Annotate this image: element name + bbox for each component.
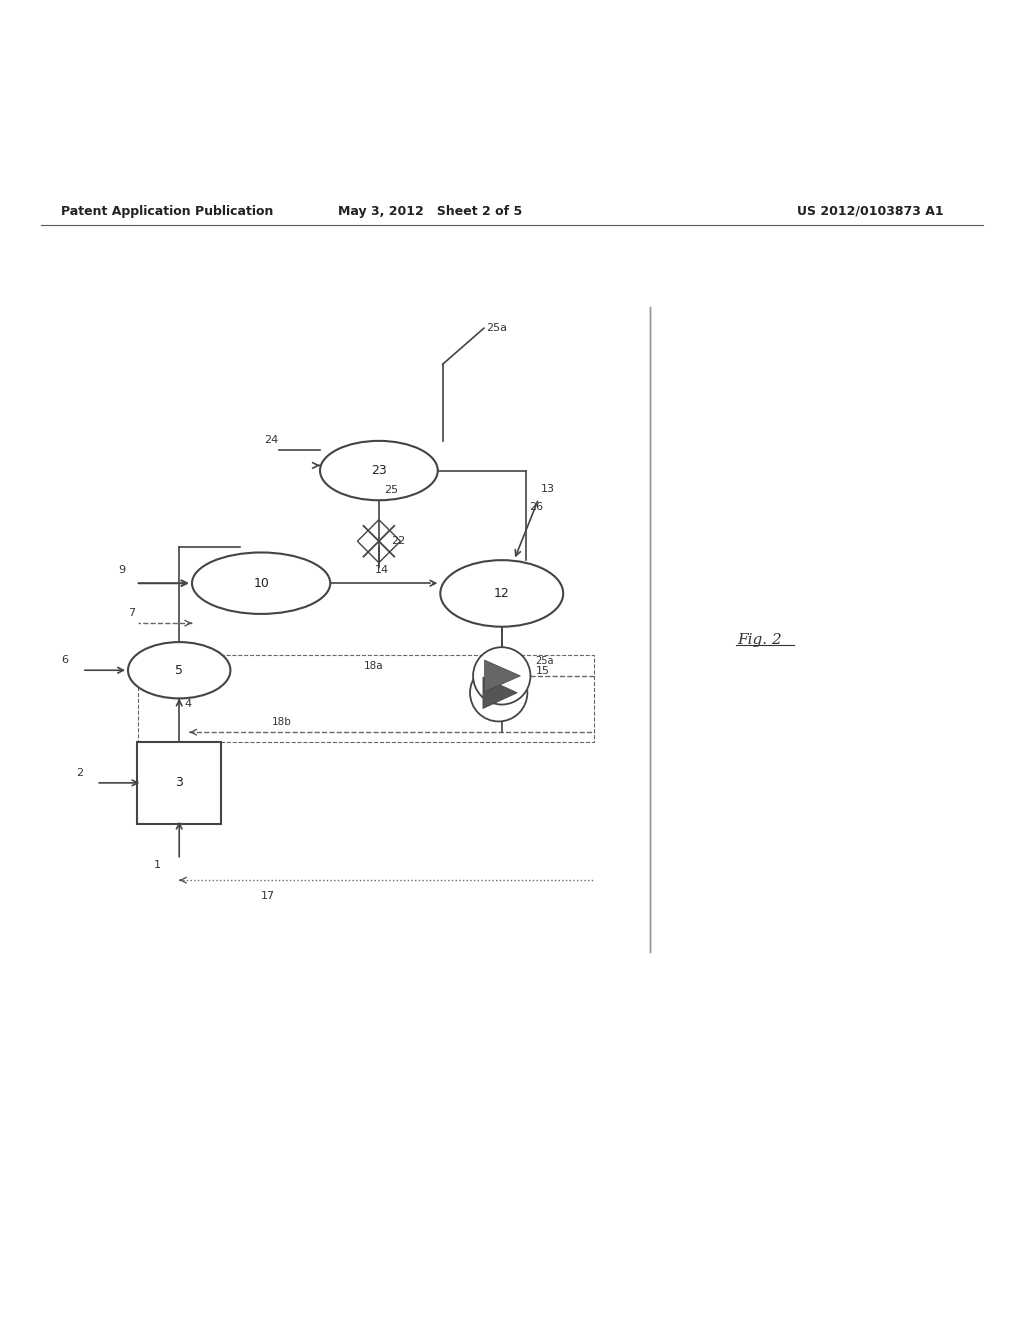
- Text: May 3, 2012   Sheet 2 of 5: May 3, 2012 Sheet 2 of 5: [338, 205, 522, 218]
- Text: 18b: 18b: [271, 717, 291, 727]
- Circle shape: [470, 664, 527, 722]
- Ellipse shape: [440, 560, 563, 627]
- Text: 4: 4: [184, 698, 191, 709]
- Text: 26: 26: [528, 502, 543, 512]
- Circle shape: [473, 647, 530, 705]
- Text: 23: 23: [371, 465, 387, 477]
- Text: 25a: 25a: [485, 323, 507, 334]
- Text: 2: 2: [76, 768, 83, 777]
- Text: 10: 10: [253, 577, 269, 590]
- Text: 15: 15: [536, 665, 550, 676]
- Text: 25: 25: [384, 486, 398, 495]
- Polygon shape: [484, 660, 520, 692]
- Text: 12: 12: [494, 587, 510, 599]
- Ellipse shape: [319, 441, 438, 500]
- Text: 25a: 25a: [536, 656, 554, 665]
- Text: 1: 1: [154, 859, 161, 870]
- Text: 14: 14: [375, 565, 389, 576]
- Text: 17: 17: [261, 891, 275, 900]
- Text: 5: 5: [175, 664, 183, 677]
- Text: Fig. 2: Fig. 2: [737, 632, 782, 647]
- Text: Patent Application Publication: Patent Application Publication: [61, 205, 273, 218]
- Text: 3: 3: [175, 776, 183, 789]
- Ellipse shape: [128, 642, 230, 698]
- Ellipse shape: [193, 553, 330, 614]
- Text: 9: 9: [119, 565, 125, 576]
- Text: 6: 6: [61, 655, 69, 665]
- Text: 24: 24: [264, 436, 278, 445]
- Text: 7: 7: [128, 609, 135, 618]
- Text: 18a: 18a: [364, 661, 383, 671]
- Text: 13: 13: [541, 483, 555, 494]
- Polygon shape: [483, 677, 517, 709]
- FancyBboxPatch shape: [137, 742, 221, 824]
- Bar: [138, 656, 594, 742]
- Text: US 2012/0103873 A1: US 2012/0103873 A1: [797, 205, 944, 218]
- Text: 22: 22: [391, 536, 406, 546]
